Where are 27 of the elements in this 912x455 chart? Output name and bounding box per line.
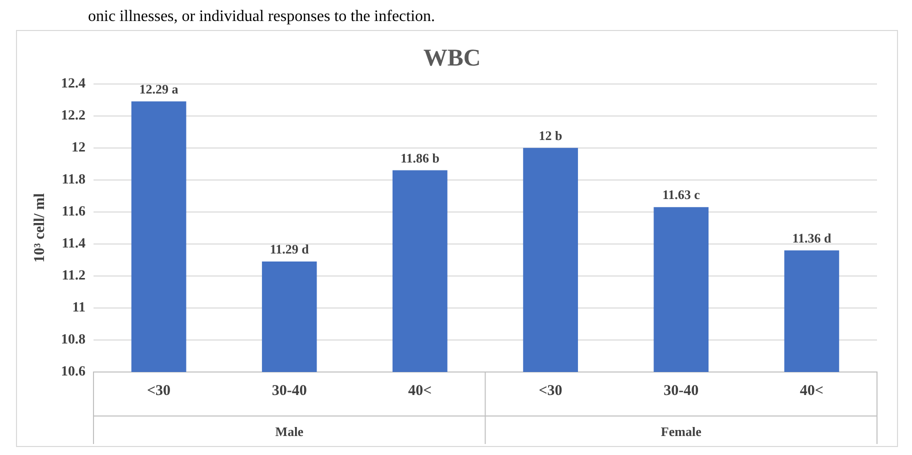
data-label: 11.29 d xyxy=(270,242,310,257)
y-axis-title: 10³ cell/ ml xyxy=(32,193,48,263)
y-tick-label: 12.4 xyxy=(61,76,86,92)
y-tick-label: 12.2 xyxy=(61,108,86,124)
x-tick-label: <30 xyxy=(538,382,562,399)
data-label: 12 b xyxy=(538,128,562,143)
y-tick-label: 10.6 xyxy=(61,364,86,380)
data-label: 11.36 d xyxy=(792,230,832,246)
x-tick-label: 40< xyxy=(408,382,432,399)
chart-title: WBC xyxy=(423,46,481,72)
data-label: 11.63 c xyxy=(662,187,700,202)
x-tick-label: <30 xyxy=(147,382,171,399)
x-tick-label: 30-40 xyxy=(272,382,307,399)
y-tick-label: 10.8 xyxy=(61,332,86,348)
text: onic illnesses, or individual responses to the infection. xyxy=(88,8,436,26)
y-tick-label: 11.6 xyxy=(62,204,86,220)
y-tick-label: 11.8 xyxy=(62,172,86,188)
y-tick-label: 11.4 xyxy=(62,236,86,252)
text: Female xyxy=(660,424,702,439)
y-tick-label: 11.2 xyxy=(62,268,86,284)
data-label: 11.86 b xyxy=(400,150,440,166)
x-tick-label: 30-40 xyxy=(664,382,699,399)
data-label: 12.29 a xyxy=(139,81,179,96)
y-tick-label: 12 xyxy=(72,140,86,156)
y-tick-label: 11 xyxy=(72,300,86,316)
text: Male xyxy=(275,424,304,439)
x-tick-label: 40< xyxy=(800,382,824,399)
